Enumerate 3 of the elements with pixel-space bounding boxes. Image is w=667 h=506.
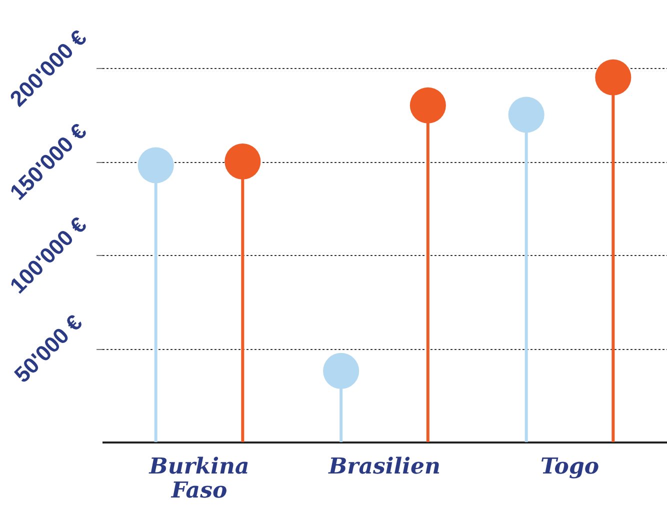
x-tick-label: Brasilien — [328, 454, 440, 480]
x-tick-label: Burkina Faso — [148, 454, 250, 504]
x-tick-label: Togo — [540, 454, 600, 480]
